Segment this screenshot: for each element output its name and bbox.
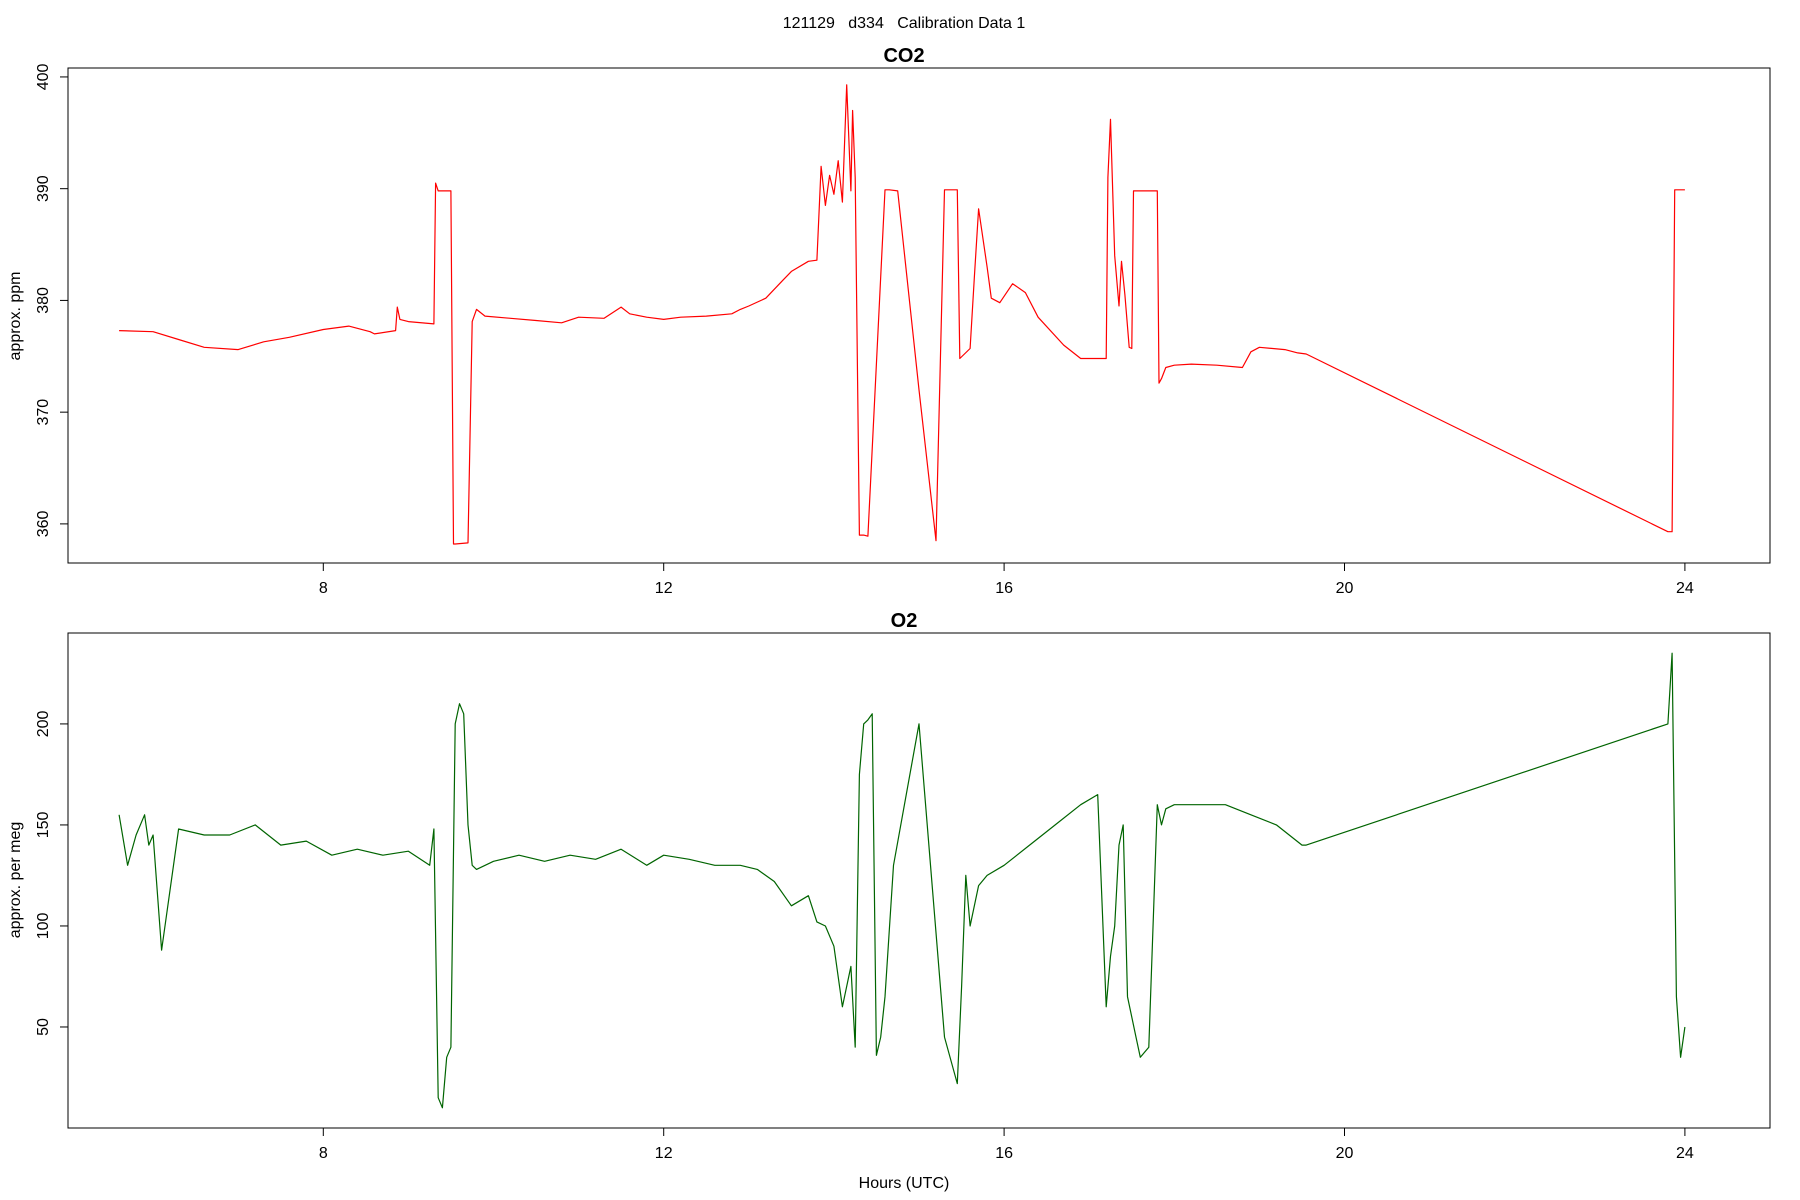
o2-x-axis: 8 12 16 20 24	[319, 1127, 1694, 1162]
o2-series	[118, 652, 1686, 1109]
o2-panel-title: O2	[891, 610, 918, 632]
o2-x-tick-label: 16	[995, 1145, 1013, 1162]
o2-y-tick-label: 200	[35, 710, 52, 737]
co2-panel: CO2 approx. ppm 8 12 16 20 24 360 370 380 390 40…	[7, 45, 1771, 597]
o2-y-axis: 50 100 150 200	[35, 710, 69, 1036]
co2-panel-title: CO2	[883, 45, 924, 67]
co2-y-tick-label: 400	[35, 63, 52, 90]
co2-y-tick-label: 370	[35, 399, 52, 426]
o2-y-tick-label: 100	[35, 913, 52, 940]
x-axis-label: Hours (UTC)	[859, 1175, 950, 1192]
co2-x-axis: 8 12 16 20 24	[319, 562, 1694, 597]
co2-y-tick-label: 360	[35, 510, 52, 537]
co2-x-tick-label: 12	[655, 580, 673, 597]
o2-panel: O2 approx. per meg 8 12 16 20 24 50 100 150 200	[7, 610, 1771, 1162]
o2-x-tick-label: 20	[1336, 1145, 1354, 1162]
co2-y-axis: 360 370 380 390 400	[35, 63, 69, 537]
co2-series	[119, 84, 1685, 545]
co2-x-tick-label: 8	[319, 580, 328, 597]
co2-series-line	[119, 84, 1685, 545]
co2-y-tick-label: 380	[35, 287, 52, 314]
o2-y-tick-label: 50	[35, 1018, 52, 1036]
co2-y-tick-label: 390	[35, 175, 52, 202]
figure-title: 121129 d334 Calibration Data 1	[783, 15, 1026, 32]
o2-y-axis-label: approx. per meg	[7, 822, 24, 939]
o2-x-tick-label: 24	[1676, 1145, 1694, 1162]
o2-series-line	[118, 652, 1686, 1109]
co2-y-axis-label: approx. ppm	[7, 272, 24, 361]
co2-x-tick-label: 16	[995, 580, 1013, 597]
co2-x-tick-label: 20	[1336, 580, 1354, 597]
o2-x-tick-label: 12	[655, 1145, 673, 1162]
co2-x-tick-label: 24	[1676, 580, 1694, 597]
o2-x-tick-label: 8	[319, 1145, 328, 1162]
o2-y-tick-label: 150	[35, 811, 52, 838]
